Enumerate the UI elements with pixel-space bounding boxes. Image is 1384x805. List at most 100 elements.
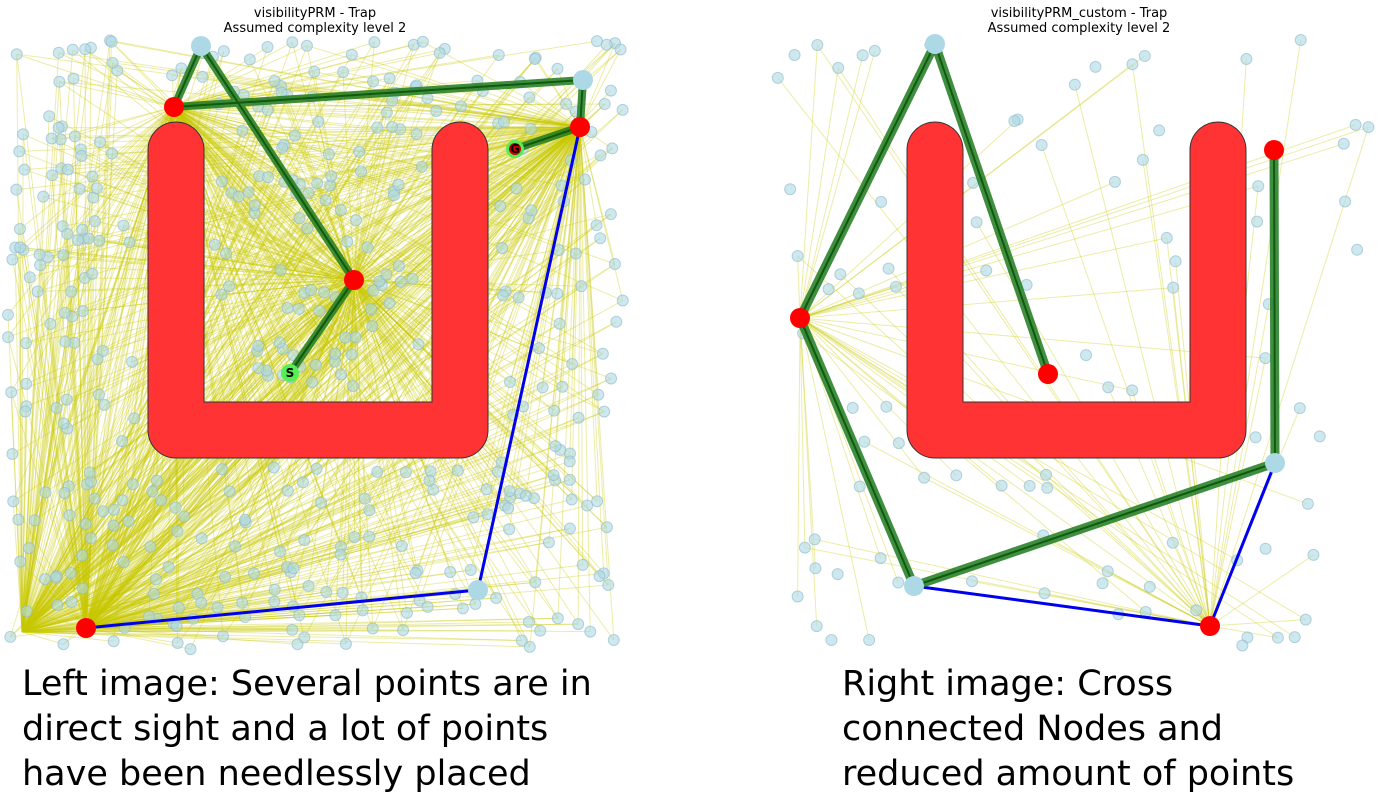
left-visibility-edge: [85, 171, 362, 629]
right-sample-node: [950, 469, 963, 482]
left-visibility-edge: [85, 488, 487, 629]
left-visibility-edge: [148, 126, 581, 617]
left-visibility-edge: [16, 53, 175, 108]
left-visibility-edge: [21, 631, 530, 648]
left-sample-node: [94, 136, 107, 149]
left-visibility-edge: [173, 106, 402, 283]
left-sample-node: [286, 623, 299, 636]
left-visibility-edge: [21, 621, 530, 633]
left-visibility-edge: [85, 564, 583, 629]
left-sample-node: [88, 492, 101, 505]
left-sample-node: [551, 612, 564, 625]
left-visibility-edge: [64, 279, 355, 494]
left-sample-node: [395, 539, 408, 552]
left-visibility-edge: [160, 279, 355, 501]
left-sample-node: [302, 579, 315, 592]
left-visibility-edge: [85, 54, 500, 629]
left-sample-node: [341, 235, 354, 248]
left-visibility-edge: [173, 106, 599, 396]
left-sample-node: [355, 165, 368, 178]
left-visibility-edge: [85, 41, 113, 629]
left-sample-node: [281, 484, 294, 497]
left-visibility-edge: [173, 106, 243, 132]
left-visibility-edge: [173, 106, 573, 365]
left-sample-node: [195, 532, 208, 545]
right-sample-node: [1288, 631, 1301, 644]
left-visibility-edge: [21, 197, 94, 633]
left-sample-node: [454, 100, 467, 113]
left-visibility-edge: [85, 129, 401, 629]
left-visibility-edge: [85, 100, 393, 629]
right-sample-node: [1160, 231, 1173, 244]
left-sample-node: [358, 492, 371, 505]
left-visibility-edge: [85, 321, 617, 629]
left-visibility-edge: [85, 480, 158, 629]
left-visibility-edge: [21, 49, 86, 633]
left-visibility-edge: [85, 242, 131, 629]
left-visibility-edge: [85, 354, 294, 629]
left-visibility-edge: [85, 378, 612, 629]
right-sample-node: [1313, 430, 1326, 443]
left-plot-title: visibilityPRM - Trap Assumed complexity …: [150, 6, 480, 36]
left-sample-node: [83, 466, 96, 479]
left-sample-node: [46, 169, 59, 182]
left-visibility-edge: [85, 516, 185, 629]
left-visibility-edge: [21, 631, 224, 637]
left-visibility-edge: [214, 244, 355, 281]
left-sample-node: [92, 388, 105, 401]
left-visibility-edge: [173, 54, 499, 108]
left-sample-node: [208, 238, 221, 251]
left-visibility-edge: [173, 106, 562, 187]
left-sample-node: [51, 599, 64, 612]
right-visibility-edge: [777, 77, 1211, 627]
right-sample-nodes: [771, 34, 1375, 652]
left-sample-node: [566, 358, 579, 371]
left-visibility-edge: [353, 279, 523, 641]
left-visibility-edge: [85, 411, 605, 629]
left-sample-node: [334, 548, 347, 561]
right-sample-node: [832, 61, 845, 74]
right-sample-node: [1040, 468, 1053, 481]
left-sample-node: [75, 149, 88, 162]
right-sample-node: [825, 634, 838, 647]
left-visibility-edge: [173, 48, 445, 108]
left-visibility-edge: [85, 78, 391, 629]
left-visibility-edge: [85, 491, 230, 629]
right-visibility-edge: [1209, 303, 1270, 627]
right-visibility-edge: [799, 286, 897, 319]
left-visibility-edge: [109, 40, 175, 108]
left-sample-node: [563, 473, 576, 486]
right-visibility-edge: [1209, 39, 1302, 627]
left-sample-node: [33, 248, 46, 261]
left-visibility-edge: [82, 310, 87, 629]
right-sample-node: [1138, 49, 1151, 62]
right-connector-node: [904, 576, 924, 596]
left-visibility-edge: [173, 41, 293, 108]
left-sample-node: [215, 175, 228, 188]
left-visibility-edge: [21, 110, 437, 633]
left-visibility-edge: [64, 279, 355, 314]
right-roadmap-plot: [771, 34, 1375, 652]
right-sample-node: [1126, 384, 1139, 397]
left-visibility-edge: [85, 47, 92, 629]
left-visibility-edge: [21, 90, 484, 633]
left-visibility-edge: [85, 350, 258, 629]
left-sample-node: [534, 624, 547, 637]
left-visibility-edge: [21, 536, 355, 633]
left-visibility-edge: [85, 567, 294, 629]
left-visibility-edge: [416, 126, 581, 571]
left-visibility-edge: [282, 126, 581, 376]
left-visibility-edge: [89, 279, 355, 473]
right-title-line1: visibilityPRM_custom - Trap: [990, 6, 1168, 21]
left-visibility-edge: [173, 106, 499, 124]
right-visibility-edge: [971, 580, 1211, 627]
left-sample-node: [146, 485, 159, 498]
left-visibility-edge: [530, 126, 581, 211]
left-visibility-edge: [22, 249, 87, 629]
right-sample-node: [846, 401, 859, 414]
left-visibility-edge: [85, 470, 458, 629]
left-visibility-edge: [334, 279, 355, 354]
left-sample-node: [4, 630, 17, 643]
left-visibility-edge: [85, 127, 378, 629]
left-sample-node: [523, 91, 536, 104]
